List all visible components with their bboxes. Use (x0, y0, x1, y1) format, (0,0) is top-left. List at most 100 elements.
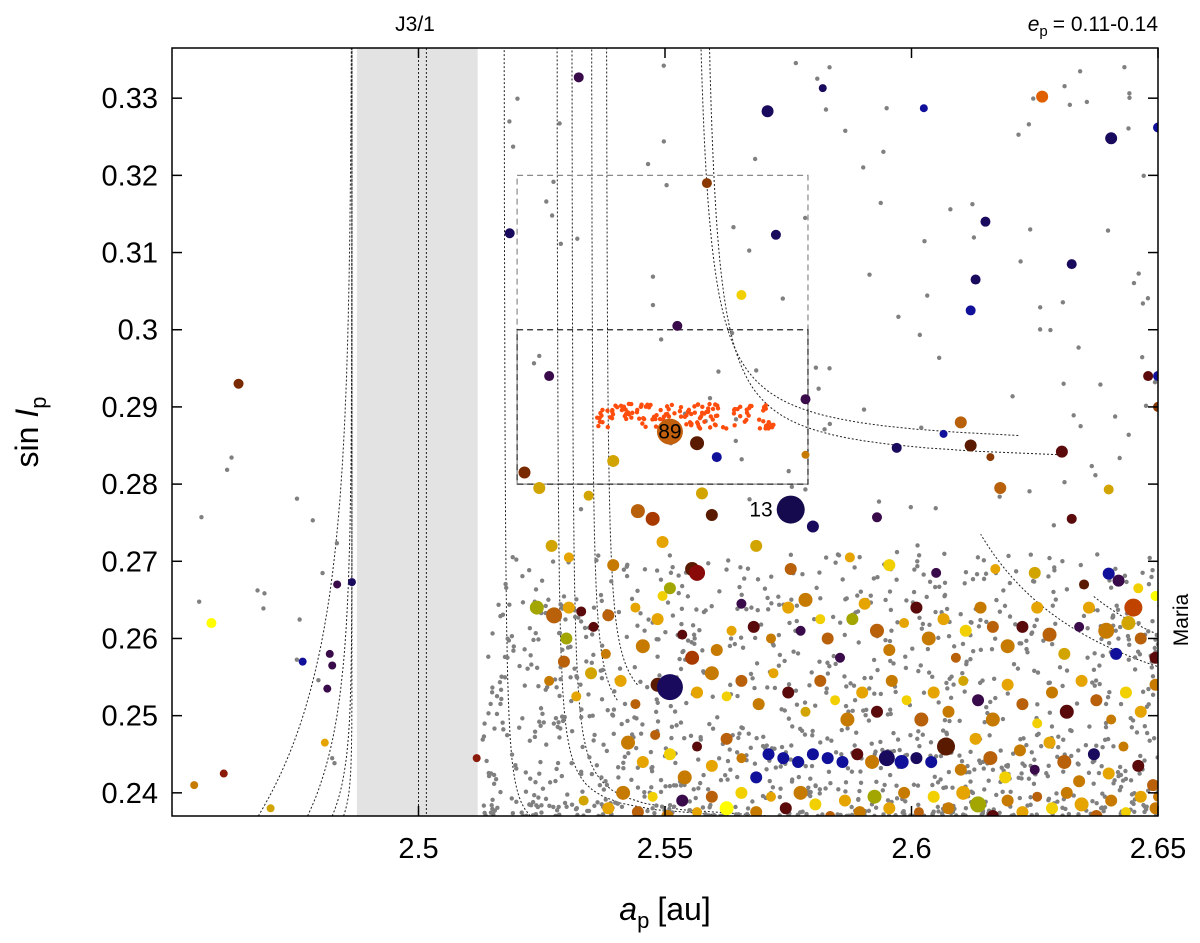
background-point (1097, 663, 1102, 668)
background-point (677, 656, 682, 662)
colored-asteroid (954, 763, 967, 776)
background-point (553, 716, 559, 721)
colored-asteroid (950, 652, 961, 663)
background-point (897, 747, 902, 753)
background-point (601, 787, 607, 792)
background-point (536, 683, 541, 689)
background-point (809, 763, 815, 769)
background-point (733, 804, 738, 810)
background-point (1078, 423, 1083, 429)
background-point (310, 518, 315, 523)
background-point (678, 666, 684, 672)
background-point (632, 665, 638, 670)
background-point (652, 811, 657, 816)
colored-asteroid (602, 609, 615, 622)
background-point (917, 615, 922, 620)
background-point (489, 803, 494, 808)
background-point (514, 799, 519, 805)
colored-asteroid (865, 754, 880, 769)
colored-asteroid (891, 442, 902, 453)
background-point (612, 689, 617, 694)
background-point (916, 729, 921, 734)
background-point (701, 772, 706, 778)
background-point (1054, 791, 1059, 796)
background-point (776, 632, 782, 638)
background-point (547, 803, 552, 809)
clone-point (651, 414, 657, 420)
background-point (1076, 345, 1081, 350)
colored-asteroid (1134, 632, 1147, 645)
background-point (1117, 624, 1123, 630)
background-point (937, 584, 942, 589)
background-point (810, 733, 815, 738)
background-point (1089, 463, 1094, 469)
background-point (825, 671, 831, 676)
background-point (638, 731, 644, 736)
background-point (888, 607, 894, 613)
background-point (734, 750, 740, 755)
background-point (490, 631, 495, 636)
stability-curve (331, 48, 353, 816)
background-point (624, 634, 630, 640)
background-point (650, 806, 655, 811)
background-point (609, 579, 614, 584)
background-point (1140, 570, 1145, 576)
background-point (977, 680, 983, 686)
background-point (884, 106, 889, 111)
colored-asteroid (1028, 566, 1041, 579)
colored-asteroid (986, 810, 999, 816)
background-point (489, 690, 495, 695)
background-point (945, 686, 950, 691)
background-point (1141, 802, 1146, 808)
colored-asteroid (1013, 744, 1026, 757)
colored-asteroid (1059, 704, 1074, 719)
background-point (780, 296, 786, 301)
colored-asteroid (798, 592, 813, 607)
background-point (917, 332, 923, 338)
background-point (887, 589, 893, 594)
background-point (880, 788, 886, 793)
background-point (530, 799, 536, 805)
background-point (587, 755, 592, 760)
colored-asteroid (1055, 445, 1068, 458)
background-point (1036, 731, 1041, 736)
background-point (650, 302, 656, 308)
colored-asteroid (937, 737, 956, 756)
asteroid-label-89: 89 (658, 421, 681, 444)
background-point (610, 713, 616, 718)
background-point (594, 558, 599, 563)
background-point (750, 676, 755, 681)
background-point (808, 793, 813, 799)
background-point (1060, 683, 1065, 689)
background-point (673, 760, 678, 766)
clone-point (766, 419, 771, 425)
colored-asteroid (1057, 754, 1072, 769)
colored-asteroid (1066, 513, 1077, 524)
background-point (667, 802, 673, 808)
background-point (888, 711, 893, 717)
background-point (679, 621, 684, 627)
colored-asteroid (1112, 574, 1125, 587)
background-point (1064, 587, 1070, 592)
colored-asteroid (672, 320, 683, 331)
background-point (1127, 95, 1132, 100)
background-point (875, 574, 880, 580)
background-point (999, 765, 1004, 770)
background-point (982, 787, 987, 792)
background-point (600, 643, 605, 648)
background-point (932, 584, 938, 590)
background-point (921, 572, 926, 577)
background-point (951, 644, 957, 649)
colored-asteroid (856, 686, 869, 699)
colored-asteroid (800, 394, 811, 405)
background-point (1160, 636, 1164, 640)
background-point (1094, 743, 1099, 748)
background-point (1098, 382, 1103, 387)
colored-asteroid (600, 648, 611, 659)
background-point (574, 597, 579, 602)
background-point (589, 660, 595, 665)
background-point (824, 686, 829, 691)
background-point (815, 76, 820, 81)
background-point (1129, 725, 1135, 730)
background-point (1077, 69, 1083, 74)
